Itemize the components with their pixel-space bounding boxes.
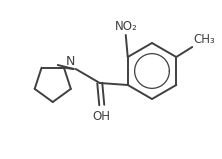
Text: N: N xyxy=(65,55,75,68)
Text: NO₂: NO₂ xyxy=(114,20,137,33)
Text: OH: OH xyxy=(93,110,111,123)
Text: CH₃: CH₃ xyxy=(193,33,215,46)
